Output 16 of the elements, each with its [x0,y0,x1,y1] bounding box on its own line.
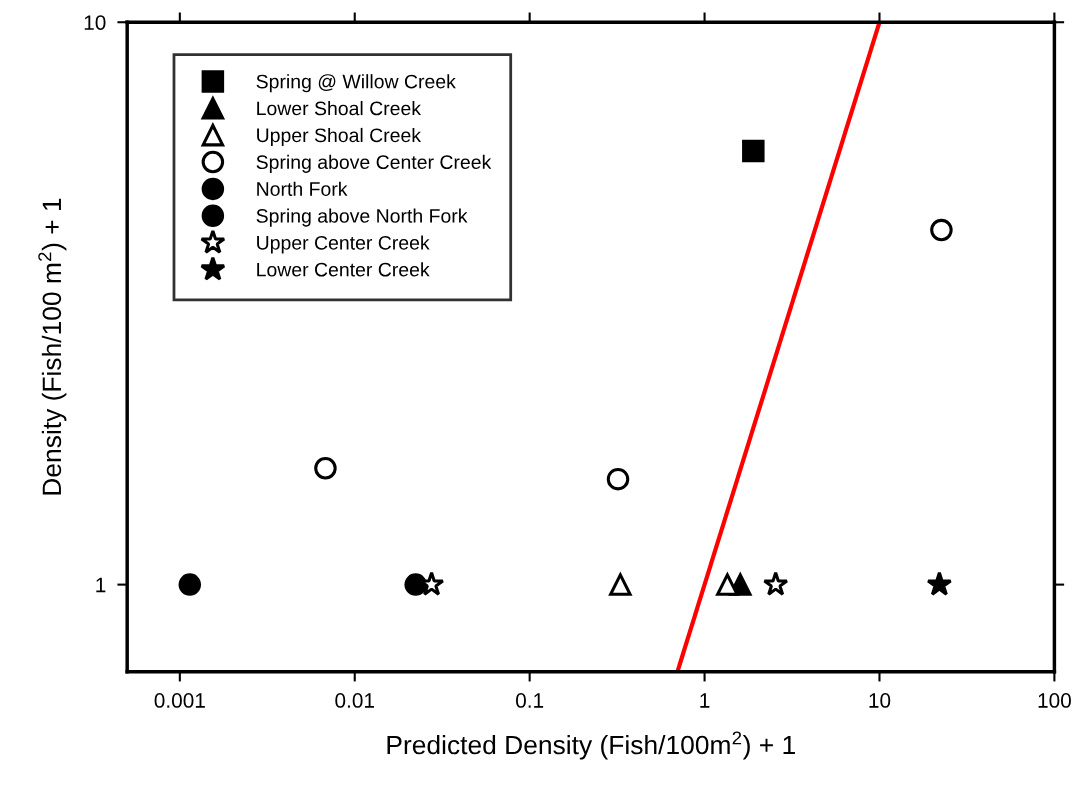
x-tick-label: 0.1 [515,693,544,708]
legend-label: Upper Center Creek [257,235,430,254]
legend-label: Upper Shoal Creek [257,127,422,147]
legend-label: Spring above Center Creek [256,154,492,173]
x-tick-label: 0.001 [154,693,205,708]
legend-label: Spring above North Fork [256,208,468,227]
x-tick-label: 0.01 [335,693,374,708]
x-tick-label: 100 [1038,693,1071,708]
legend-label: North Fork [257,181,348,196]
x-tick-label: 10 [869,693,891,708]
y-axis-title: Density (Fish/100 m$^{2}$) + 1 [38,198,67,495]
x-axis-title: Predicted Density (Fish/100m$^{2}$) + 1 [387,731,795,760]
legend-label: Lower Center Creek [257,262,430,277]
legend-label: Lower Shoal Creek [257,101,422,116]
legend-label: Spring @ Willow Creek [256,74,456,93]
x-tick-label: 1 [700,693,710,708]
